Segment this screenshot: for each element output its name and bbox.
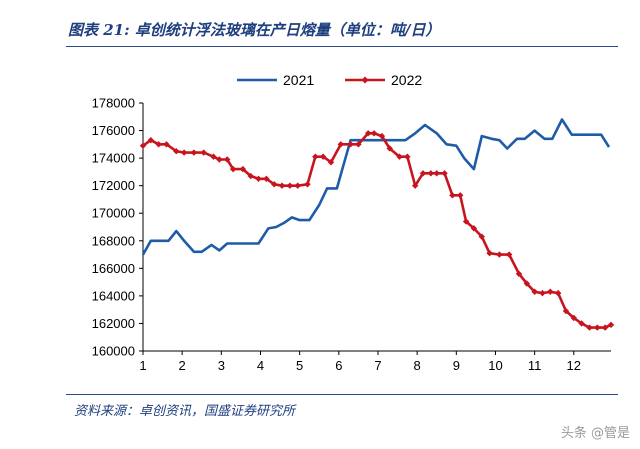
data-point-2022 [327, 159, 335, 166]
data-point-2022 [404, 153, 411, 160]
data-point-2022 [462, 218, 470, 225]
x-tick-label: 7 [374, 358, 381, 373]
data-point-2022 [478, 233, 485, 240]
x-tick-label: 4 [257, 358, 264, 373]
data-point-2022 [601, 324, 609, 331]
y-tick-label: 168000 [92, 233, 135, 248]
data-point-2022 [419, 170, 427, 177]
legend-label-2021: 2021 [283, 72, 314, 88]
y-tick-label: 160000 [92, 344, 135, 359]
data-point-2022 [523, 280, 530, 287]
data-point-2022 [505, 251, 513, 258]
x-tick-label: 8 [414, 358, 421, 373]
y-tick-label: 174000 [92, 151, 135, 166]
data-point-2022 [607, 321, 615, 329]
data-point-2022 [470, 225, 478, 232]
data-point-2022 [180, 149, 188, 156]
data-point-2022 [364, 130, 372, 137]
data-point-2022 [163, 141, 170, 148]
title-rule [66, 46, 618, 47]
data-point-2022 [457, 192, 464, 199]
data-point-2022 [562, 307, 570, 315]
data-point-2022 [247, 172, 254, 180]
y-tick-label: 178000 [92, 96, 135, 111]
data-point-2022 [486, 249, 493, 257]
chart-legend: 2021 2022 [237, 72, 422, 88]
data-point-2022 [210, 153, 217, 160]
data-point-2022 [347, 141, 354, 148]
data-point-2022 [255, 175, 262, 182]
data-point-2022 [239, 165, 247, 173]
data-point-2022 [539, 289, 546, 297]
x-tick-label: 2 [179, 358, 186, 373]
data-point-2022 [355, 141, 362, 148]
y-tick-label: 170000 [92, 206, 135, 221]
data-point-2022 [594, 324, 601, 331]
data-point-2022 [496, 251, 503, 258]
data-point-2022 [270, 181, 278, 188]
data-point-2022 [286, 182, 294, 189]
x-tick-label: 10 [488, 358, 502, 373]
data-point-2022 [578, 320, 585, 327]
data-point-2022 [294, 182, 301, 189]
chart-series [139, 118, 615, 331]
data-point-2022 [427, 170, 435, 177]
data-point-2022 [229, 165, 237, 173]
watermark: 头条 @管是 [560, 426, 630, 441]
x-tick-label: 6 [335, 358, 342, 373]
data-point-2022 [554, 289, 562, 297]
y-tick-label: 166000 [92, 261, 135, 276]
line-chart: 1600001620001640001660001680001700001720… [92, 72, 615, 373]
data-point-2022 [312, 153, 319, 160]
data-point-2022 [139, 142, 147, 149]
legend-label-2022: 2022 [391, 72, 422, 88]
x-tick-label: 1 [139, 358, 146, 373]
data-point-2022 [263, 175, 270, 182]
y-tick-label: 164000 [92, 288, 135, 303]
y-tick-label: 176000 [92, 123, 135, 138]
data-point-2022 [386, 145, 393, 152]
data-point-2022 [570, 314, 577, 322]
data-point-2022 [155, 141, 162, 148]
data-point-2022 [200, 149, 207, 156]
chart-axes: 160000 162000 164000 166000 168000 170000 1720… [92, 96, 611, 373]
series-line-2022 [142, 132, 612, 329]
data-point-2022 [547, 288, 554, 295]
data-point-2022 [441, 170, 448, 177]
data-point-2022 [216, 156, 223, 163]
data-point-2022 [449, 192, 456, 199]
x-tick-label: 9 [453, 358, 460, 373]
figure-title: 图表 21: 卓创统计浮法玻璃在产日熔量（单位：吨/日） [68, 21, 441, 39]
data-point-2022 [337, 141, 344, 148]
x-tick-label: 5 [296, 358, 303, 373]
data-point-2022 [378, 132, 386, 140]
data-point-2022 [319, 153, 327, 160]
legend-marker-2022 [361, 76, 369, 84]
data-point-2022 [411, 182, 419, 189]
data-point-2022 [173, 148, 180, 155]
data-point-2022 [190, 149, 198, 156]
data-point-2022 [396, 153, 403, 160]
y-tick-label: 162000 [92, 316, 135, 331]
x-tick-label: 3 [218, 358, 225, 373]
data-point-2022 [586, 324, 593, 331]
y-tick-label: 172000 [92, 178, 135, 193]
data-point-2022 [224, 156, 231, 163]
source-note: 资料来源：卓创资讯，国盛证券研究所 [74, 404, 296, 419]
x-tick-label: 11 [528, 358, 542, 373]
data-point-2022 [433, 170, 440, 177]
data-point-2022 [370, 130, 378, 137]
data-point-2022 [531, 288, 538, 295]
data-point-2022 [304, 181, 311, 188]
data-point-2022 [278, 182, 286, 189]
source-rule [66, 394, 618, 395]
data-point-2022 [147, 137, 155, 144]
x-tick-label: 12 [567, 358, 581, 373]
series-line-2021 [141, 118, 611, 256]
data-point-2022 [515, 270, 523, 278]
